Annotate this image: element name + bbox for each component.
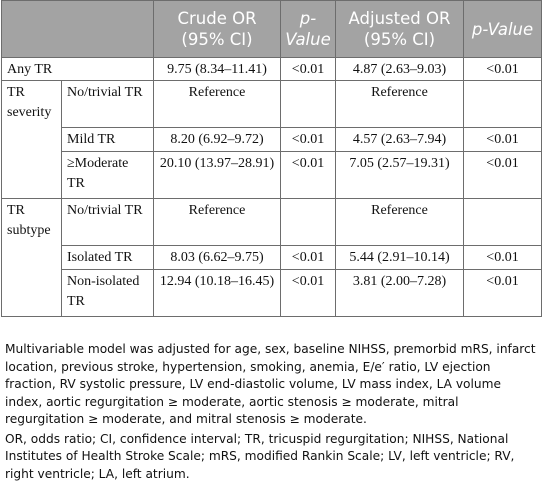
row-group-label: TR subtype [1, 198, 62, 317]
p-value-crude-cell: <0.01 [280, 57, 336, 81]
table-row: TR subtype No/trivial TR Reference Refer… [1, 198, 542, 317]
p-value-crude-cell: <0.01 [280, 151, 336, 199]
table-row: Mild TR 8.20 (6.92–9.72) <0.01 4.57 (2.6… [2, 127, 542, 152]
p-value-crude-cell [280, 198, 336, 246]
table-footnotes: Multivariable model was adjusted for age… [5, 341, 537, 483]
row-sub-label: ≥Moderate TR [61, 151, 154, 199]
header-row: Crude OR (95% CI) p-Value Adjusted OR (9… [1, 0, 542, 58]
p-value-crude-cell: <0.01 [280, 245, 336, 270]
crude-or-cell: 20.10 (13.97–28.91) [153, 151, 281, 199]
table-row: TR severity No/trivial TR Reference Refe… [1, 80, 542, 199]
p-value-adjusted-cell: <0.01 [463, 57, 542, 81]
crude-or-cell: 8.20 (6.92–9.72) [153, 127, 281, 152]
p-value-adjusted-cell: <0.01 [463, 245, 542, 270]
p-value-adjusted-cell [463, 198, 542, 246]
header-p-value-adjusted: p-Value [463, 0, 542, 58]
row-sub-label: Non-isolated TR [61, 269, 154, 317]
crude-or-cell: Reference [153, 80, 281, 128]
abbreviations-note: OR, odds ratio; CI, confidence interval;… [5, 431, 515, 481]
p-value-crude-cell: <0.01 [280, 269, 336, 317]
row-sub-label: No/trivial TR [61, 80, 154, 128]
p-value-crude-cell [280, 80, 336, 128]
table-row: ≥Moderate TR 20.10 (13.97–28.91) <0.01 7… [2, 151, 542, 199]
p-value-adjusted-cell [463, 80, 542, 128]
model-adjustment-note: Multivariable model was adjusted for age… [5, 342, 536, 426]
row-group-label: TR severity [1, 80, 62, 199]
crude-or-cell: 12.94 (10.18–16.45) [153, 269, 281, 317]
table-row: Non-isolated TR 12.94 (10.18–16.45) <0.0… [2, 269, 542, 317]
p-value-adjusted-cell: <0.01 [463, 151, 542, 199]
header-adjusted-or: Adjusted OR (95% CI) [335, 0, 464, 58]
table-row: Isolated TR 8.03 (6.62–9.75) <0.01 5.44 … [2, 245, 542, 270]
crude-or-cell: Reference [153, 198, 281, 246]
header-blank-cell [1, 0, 154, 58]
odds-ratio-table: Crude OR (95% CI) p-Value Adjusted OR (9… [1, 0, 542, 317]
header-crude-or: Crude OR (95% CI) [153, 0, 281, 58]
row-sub-label: Isolated TR [61, 245, 154, 270]
row-sub-label: Mild TR [61, 127, 154, 152]
odds-ratio-table-figure: Crude OR (95% CI) p-Value Adjusted OR (9… [1, 0, 542, 317]
adjusted-or-cell: 7.05 (2.57–19.31) [335, 151, 464, 199]
header-p-value-crude: p-Value [280, 0, 336, 58]
adjusted-or-cell: 4.87 (2.63–9.03) [335, 57, 464, 81]
row-group-label: Any TR [1, 57, 154, 81]
crude-or-cell: 8.03 (6.62–9.75) [153, 245, 281, 270]
p-value-adjusted-cell: <0.01 [463, 269, 542, 317]
table-row: Any TR 9.75 (8.34–11.41) <0.01 4.87 (2.6… [1, 57, 542, 81]
row-sub-label: No/trivial TR [61, 198, 154, 246]
p-value-crude-cell: <0.01 [280, 127, 336, 152]
adjusted-or-cell: 3.81 (2.00–7.28) [335, 269, 464, 317]
p-value-adjusted-cell: <0.01 [463, 127, 542, 152]
adjusted-or-cell: 4.57 (2.63–7.94) [335, 127, 464, 152]
crude-or-cell: 9.75 (8.34–11.41) [153, 57, 281, 81]
adjusted-or-cell: Reference [335, 198, 464, 246]
adjusted-or-cell: Reference [335, 80, 464, 128]
adjusted-or-cell: 5.44 (2.91–10.14) [335, 245, 464, 270]
